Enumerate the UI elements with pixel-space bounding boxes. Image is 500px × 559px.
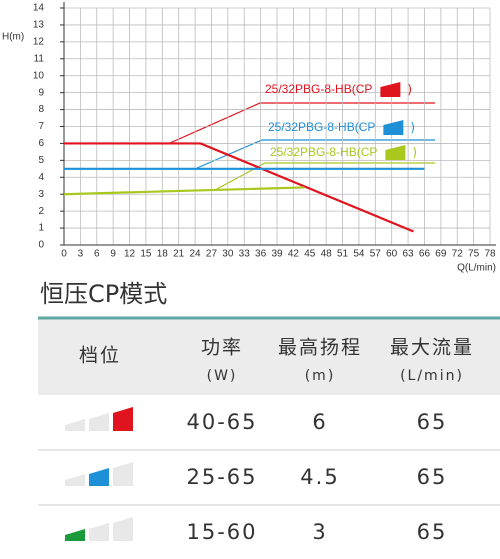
header-title: 最高扬程 bbox=[278, 337, 362, 359]
y-tick-label: 5 bbox=[38, 155, 44, 166]
level-icon bbox=[89, 413, 109, 431]
x-tick-label: 54 bbox=[353, 249, 365, 260]
header-title: 最大流量 bbox=[390, 337, 474, 359]
cell: 25-65 bbox=[186, 465, 257, 489]
y-tick-label: 0 bbox=[38, 240, 44, 251]
level-icon bbox=[113, 407, 133, 431]
x-tick-label: 30 bbox=[222, 249, 234, 260]
cell: 4.5 bbox=[300, 465, 339, 489]
x-tick-label: 75 bbox=[468, 249, 480, 260]
series-line bbox=[63, 186, 305, 196]
legend-label: 25/32PBG-8-HB(CP bbox=[268, 120, 375, 134]
x-tick-label: 39 bbox=[271, 249, 283, 260]
x-tick-label: 27 bbox=[206, 249, 218, 260]
cell: 65 bbox=[417, 465, 448, 489]
x-tick-label: 72 bbox=[452, 249, 464, 260]
y-tick-label: 9 bbox=[38, 87, 44, 98]
x-tick-label: 57 bbox=[370, 249, 382, 260]
header-unit: (L/min) bbox=[400, 368, 464, 384]
x-tick-label: 9 bbox=[110, 249, 116, 260]
legend-icon bbox=[380, 82, 401, 97]
x-tick-label: 48 bbox=[321, 249, 333, 260]
table-title: 恒压CP模式 bbox=[40, 280, 167, 308]
legend-icon bbox=[383, 120, 404, 135]
x-tick-label: 60 bbox=[386, 249, 398, 260]
cell: 3 bbox=[312, 520, 327, 544]
x-tick-label: 12 bbox=[124, 249, 136, 260]
x-tick-label: 18 bbox=[157, 249, 169, 260]
header-title: 档位 bbox=[79, 345, 121, 367]
y-tick-label: 2 bbox=[38, 206, 44, 217]
x-tick-label: 24 bbox=[190, 249, 202, 260]
y-tick-label: 7 bbox=[38, 121, 44, 132]
level-icon bbox=[65, 474, 85, 486]
x-tick-label: 36 bbox=[255, 249, 267, 260]
x-tick-label: 6 bbox=[94, 249, 100, 260]
x-tick-label: 69 bbox=[435, 249, 447, 260]
legend-suffix: ) bbox=[412, 146, 417, 160]
level-icon bbox=[113, 462, 133, 486]
y-tick-label: 4 bbox=[38, 172, 44, 183]
cell: 15-60 bbox=[186, 520, 257, 544]
level-icon bbox=[65, 529, 85, 541]
x-tick-label: 66 bbox=[419, 249, 431, 260]
y-tick-label: 10 bbox=[33, 70, 45, 81]
x-tick-label: 63 bbox=[403, 249, 415, 260]
y-tick-label: 1 bbox=[38, 223, 44, 234]
x-axis-label: Q(L/min) bbox=[457, 263, 496, 274]
x-tick-label: 15 bbox=[140, 249, 152, 260]
legend-suffix: ) bbox=[410, 121, 415, 135]
legend-suffix: ) bbox=[407, 83, 412, 97]
y-tick-label: 11 bbox=[34, 53, 45, 64]
level-icon bbox=[89, 468, 109, 486]
legend-label: 25/32PBG-8-HB(CP bbox=[270, 145, 377, 159]
cell: 65 bbox=[417, 520, 448, 544]
x-tick-label: 3 bbox=[78, 249, 84, 260]
x-tick-label: 42 bbox=[288, 249, 300, 260]
series-line bbox=[64, 142, 414, 233]
y-tick-label: 6 bbox=[38, 138, 44, 149]
header-title: 功率 bbox=[201, 337, 243, 359]
y-tick-label: 3 bbox=[38, 189, 44, 200]
legend-label: 25/32PBG-8-HB(CP bbox=[265, 82, 372, 96]
leader-lines bbox=[169, 102, 435, 191]
header-unit: (W) bbox=[207, 368, 238, 384]
level-icon bbox=[65, 419, 85, 431]
level-icon bbox=[113, 517, 133, 541]
legend-icon bbox=[385, 145, 406, 160]
y-tick-label: 13 bbox=[33, 20, 45, 31]
x-tick-label: 78 bbox=[484, 249, 496, 260]
level-icon bbox=[89, 523, 109, 541]
y-axis-label: H(m) bbox=[2, 32, 24, 43]
x-tick-label: 21 bbox=[173, 249, 185, 260]
y-tick-label: 8 bbox=[38, 104, 44, 115]
cell: 40-65 bbox=[186, 410, 257, 434]
x-tick-label: 45 bbox=[304, 249, 316, 260]
cell: 65 bbox=[417, 410, 448, 434]
x-tick-label: 0 bbox=[61, 249, 67, 260]
x-tick-label: 51 bbox=[337, 249, 349, 260]
y-tick-label: 12 bbox=[33, 36, 45, 47]
cell: 6 bbox=[312, 410, 327, 434]
x-tick-label: 33 bbox=[239, 249, 251, 260]
header-unit: (m) bbox=[305, 368, 336, 384]
y-tick-label: 14 bbox=[33, 3, 45, 14]
header-bg bbox=[38, 318, 500, 395]
